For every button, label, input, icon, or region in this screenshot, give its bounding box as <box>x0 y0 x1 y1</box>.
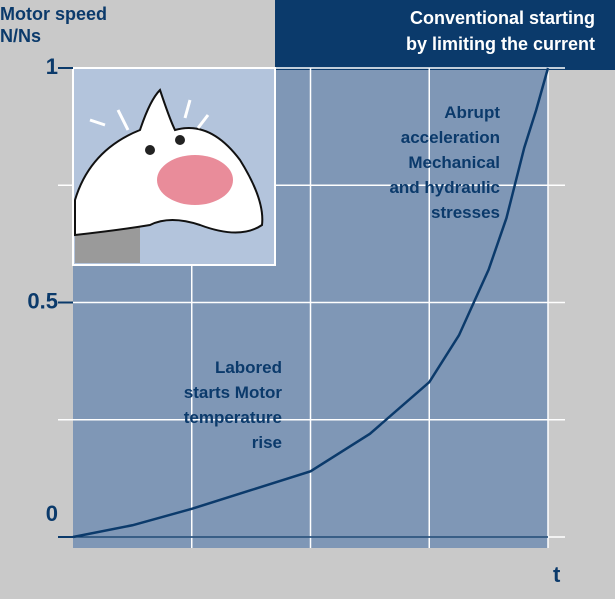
annotation: Abrupt <box>444 103 500 122</box>
annotation: stresses <box>431 203 500 222</box>
y-axis-label: N/Ns <box>0 26 41 46</box>
chart-title: by limiting the current <box>406 34 595 54</box>
annotation: acceleration <box>401 128 500 147</box>
chart: Conventional starting by limiting the cu… <box>0 0 615 599</box>
y-tick-label: 0.5 <box>27 289 58 314</box>
annotation: Mechanical <box>408 153 500 172</box>
x-axis-label: t <box>553 562 561 587</box>
y-axis-label: Motor speed <box>0 4 107 24</box>
annotation: rise <box>252 433 282 452</box>
annotation: starts Motor <box>184 383 283 402</box>
y-tick-label: 1 <box>46 54 58 79</box>
annotation: temperature <box>184 408 282 427</box>
illustration <box>73 68 275 265</box>
annotation: and hydraulic <box>389 178 500 197</box>
annotation: Labored <box>215 358 282 377</box>
y-tick-label: 0 <box>46 501 58 526</box>
chart-title: Conventional starting <box>410 8 595 28</box>
